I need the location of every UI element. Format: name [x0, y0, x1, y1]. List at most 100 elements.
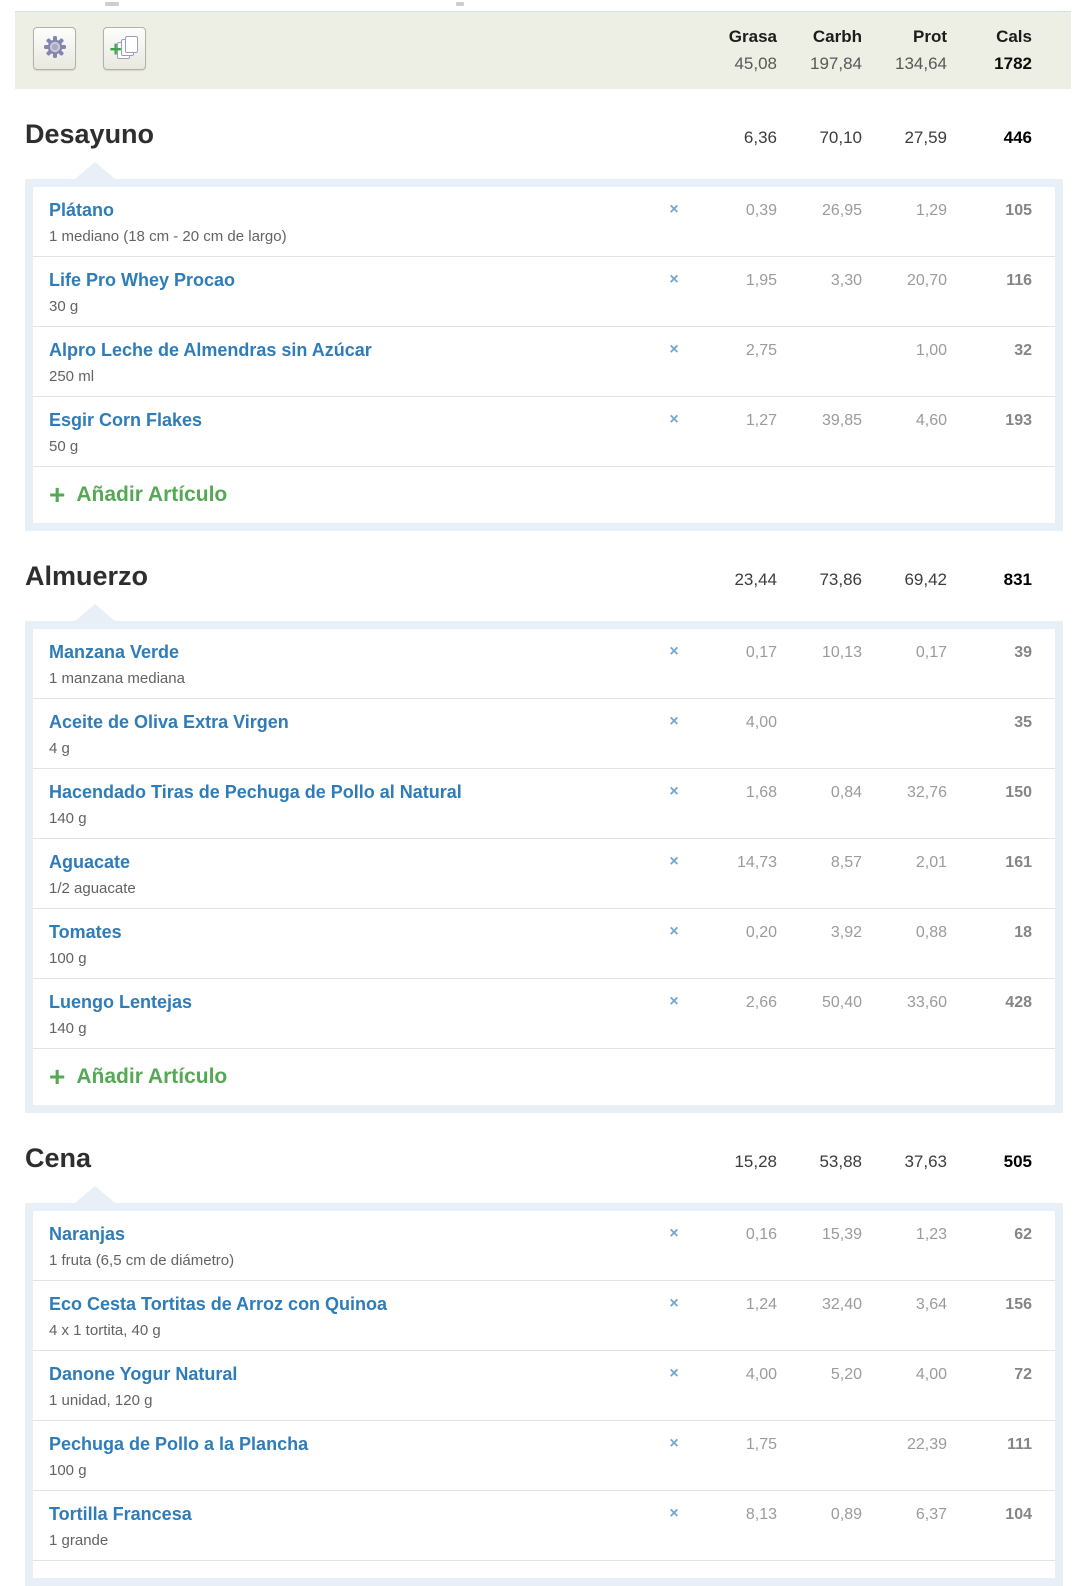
food-grasa-value: 1,68 — [745, 784, 777, 801]
food-name-link[interactable]: Danone Yogur Natural — [49, 1364, 238, 1384]
food-grasa-value: 1,24 — [745, 1296, 777, 1313]
delete-item-button[interactable]: × — [669, 200, 678, 220]
food-grasa-value: 4,00 — [745, 714, 777, 731]
meal-total-grasa: 23,44 — [734, 570, 777, 589]
delete-item-button[interactable]: × — [669, 922, 678, 942]
food-carbh-value — [777, 712, 862, 757]
food-name-link[interactable]: Naranjas — [49, 1224, 126, 1244]
delete-cell: × — [656, 1434, 692, 1479]
delete-item-button[interactable]: × — [669, 642, 678, 662]
close-icon: × — [669, 923, 679, 940]
food-serving: 50 g — [49, 438, 79, 455]
delete-item-button[interactable]: × — [669, 1504, 678, 1524]
food-name-link[interactable]: Esgir Corn Flakes — [49, 410, 203, 430]
food-prot-value: 4,00 — [915, 1366, 947, 1383]
food-name-link[interactable]: Eco Cesta Tortitas de Arroz con Quinoa — [49, 1294, 388, 1314]
close-icon: × — [669, 271, 679, 288]
food-name-link[interactable]: Plátano — [49, 200, 115, 220]
food-grasa-value: 2,75 — [745, 342, 777, 359]
food-cals-value: 111 — [1007, 1436, 1032, 1453]
close-icon: × — [669, 1505, 679, 1522]
delete-item-button[interactable]: × — [669, 712, 678, 732]
food-info: Alpro Leche de Almendras sin Azúcar 250 m… — [49, 340, 656, 385]
food-info: Aceite de Oliva Extra Virgen 4 g — [49, 712, 656, 757]
delete-cell: × — [656, 1504, 692, 1549]
food-info: Danone Yogur Natural 1 unidad, 120 g — [49, 1364, 656, 1409]
delete-item-button[interactable]: × — [669, 992, 678, 1012]
food-grasa-value: 0,17 — [745, 644, 777, 661]
food-prot-value: 33,60 — [906, 994, 947, 1011]
food-serving: 1 mediano (18 cm - 20 cm de largo) — [49, 228, 287, 245]
delete-item-button[interactable]: × — [669, 1364, 678, 1384]
delete-item-button[interactable]: × — [669, 1434, 678, 1454]
food-info: Eco Cesta Tortitas de Arroz con Quinoa 4 … — [49, 1294, 656, 1339]
food-prot-value: 22,39 — [906, 1436, 947, 1453]
close-icon: × — [669, 713, 679, 730]
food-cals-value: 116 — [1006, 272, 1032, 289]
add-item-link[interactable]: + Añadir Artículo — [49, 1061, 227, 1092]
add-item-link[interactable]: + Añadir Artículo — [49, 481, 227, 509]
food-serving: 250 ml — [49, 368, 95, 385]
food-info: Tomates 100 g — [49, 922, 656, 967]
food-row: Plátano 1 mediano (18 cm - 20 cm de largo… — [33, 187, 1055, 256]
food-prot-value: 0,17 — [915, 644, 947, 661]
column-carbh: Carbh 197,84 — [777, 27, 862, 74]
food-info: Tortilla Francesa 1 grande — [49, 1504, 656, 1549]
food-name-link[interactable]: Aceite de Oliva Extra Virgen — [49, 712, 289, 732]
food-name-link[interactable]: Alpro Leche de Almendras sin Azúcar — [49, 340, 372, 360]
food-name-link[interactable]: Tomates — [49, 922, 122, 942]
food-carbh-value: 3,92 — [830, 924, 862, 941]
food-name-link[interactable]: Pechuga de Pollo a la Plancha — [49, 1434, 309, 1454]
food-name-link[interactable]: Tortilla Francesa — [49, 1504, 192, 1524]
nutrition-column-headers: Grasa 45,08 Carbh 197,84 Prot 134,64 Cal… — [692, 12, 1071, 89]
food-row: Manzana Verde 1 manzana mediana × 0,17 10,13… — [33, 629, 1055, 698]
diary-toolbar: + Grasa 45,08 Carbh 197,84 Prot 134,64 C… — [15, 11, 1071, 89]
panel-arrow-wrap — [25, 1186, 1063, 1203]
delete-item-button[interactable]: × — [669, 1294, 678, 1314]
copy-meal-button[interactable]: + — [103, 27, 146, 70]
close-icon: × — [669, 783, 679, 800]
food-info: Esgir Corn Flakes 50 g — [49, 410, 656, 455]
food-carbh-value: 32,40 — [821, 1296, 862, 1313]
delete-cell: × — [656, 712, 692, 757]
food-carbh-value: 50,40 — [821, 994, 862, 1011]
add-item-row: + Añadir Artículo — [33, 1048, 1055, 1105]
delete-item-button[interactable]: × — [669, 270, 678, 290]
delete-cell: × — [656, 1364, 692, 1409]
food-info: Pechuga de Pollo a la Plancha 100 g — [49, 1434, 656, 1479]
food-name-link[interactable]: Aguacate — [49, 852, 131, 872]
close-icon: × — [669, 1365, 679, 1382]
delete-cell: × — [656, 782, 692, 827]
food-grasa-value: 0,39 — [745, 202, 777, 219]
food-grasa-value: 4,00 — [745, 1366, 777, 1383]
meal-total-carbh: 73,86 — [819, 570, 862, 589]
food-name-link[interactable]: Luengo Lentejas — [49, 992, 193, 1012]
delete-item-button[interactable]: × — [669, 1224, 678, 1244]
food-cals-value: 32 — [1014, 342, 1032, 359]
food-grasa-value: 0,20 — [745, 924, 777, 941]
meal-title: Cena — [25, 1143, 92, 1173]
column-header-cals: Cals — [996, 27, 1032, 46]
meal-total-prot: 27,59 — [904, 128, 947, 147]
delete-item-button[interactable]: × — [669, 340, 678, 360]
food-name-link[interactable]: Life Pro Whey Procao — [49, 270, 236, 290]
food-cals-value: 35 — [1014, 714, 1032, 731]
plus-icon: + — [49, 1061, 66, 1092]
truncated-next-row — [33, 1560, 1055, 1578]
meal-item-list: Plátano 1 mediano (18 cm - 20 cm de largo… — [33, 187, 1055, 523]
meal-header: Desayuno 6,36 70,10 27,59 446 — [25, 119, 1063, 156]
delete-item-button[interactable]: × — [669, 852, 678, 872]
settings-button[interactable] — [33, 27, 76, 70]
delete-item-button[interactable]: × — [669, 410, 678, 430]
food-grasa-value: 1,75 — [745, 1436, 777, 1453]
food-name-link[interactable]: Manzana Verde — [49, 642, 180, 662]
food-prot-value: 3,64 — [915, 1296, 947, 1313]
delete-cell: × — [656, 642, 692, 687]
food-carbh-value: 39,85 — [821, 412, 862, 429]
delete-cell: × — [656, 1294, 692, 1339]
food-prot-value: 4,60 — [915, 412, 947, 429]
panel-arrow-up — [75, 162, 115, 179]
delete-item-button[interactable]: × — [669, 782, 678, 802]
food-name-link[interactable]: Hacendado Tiras de Pechuga de Pollo al N… — [49, 782, 462, 802]
food-carbh-value: 10,13 — [821, 644, 862, 661]
